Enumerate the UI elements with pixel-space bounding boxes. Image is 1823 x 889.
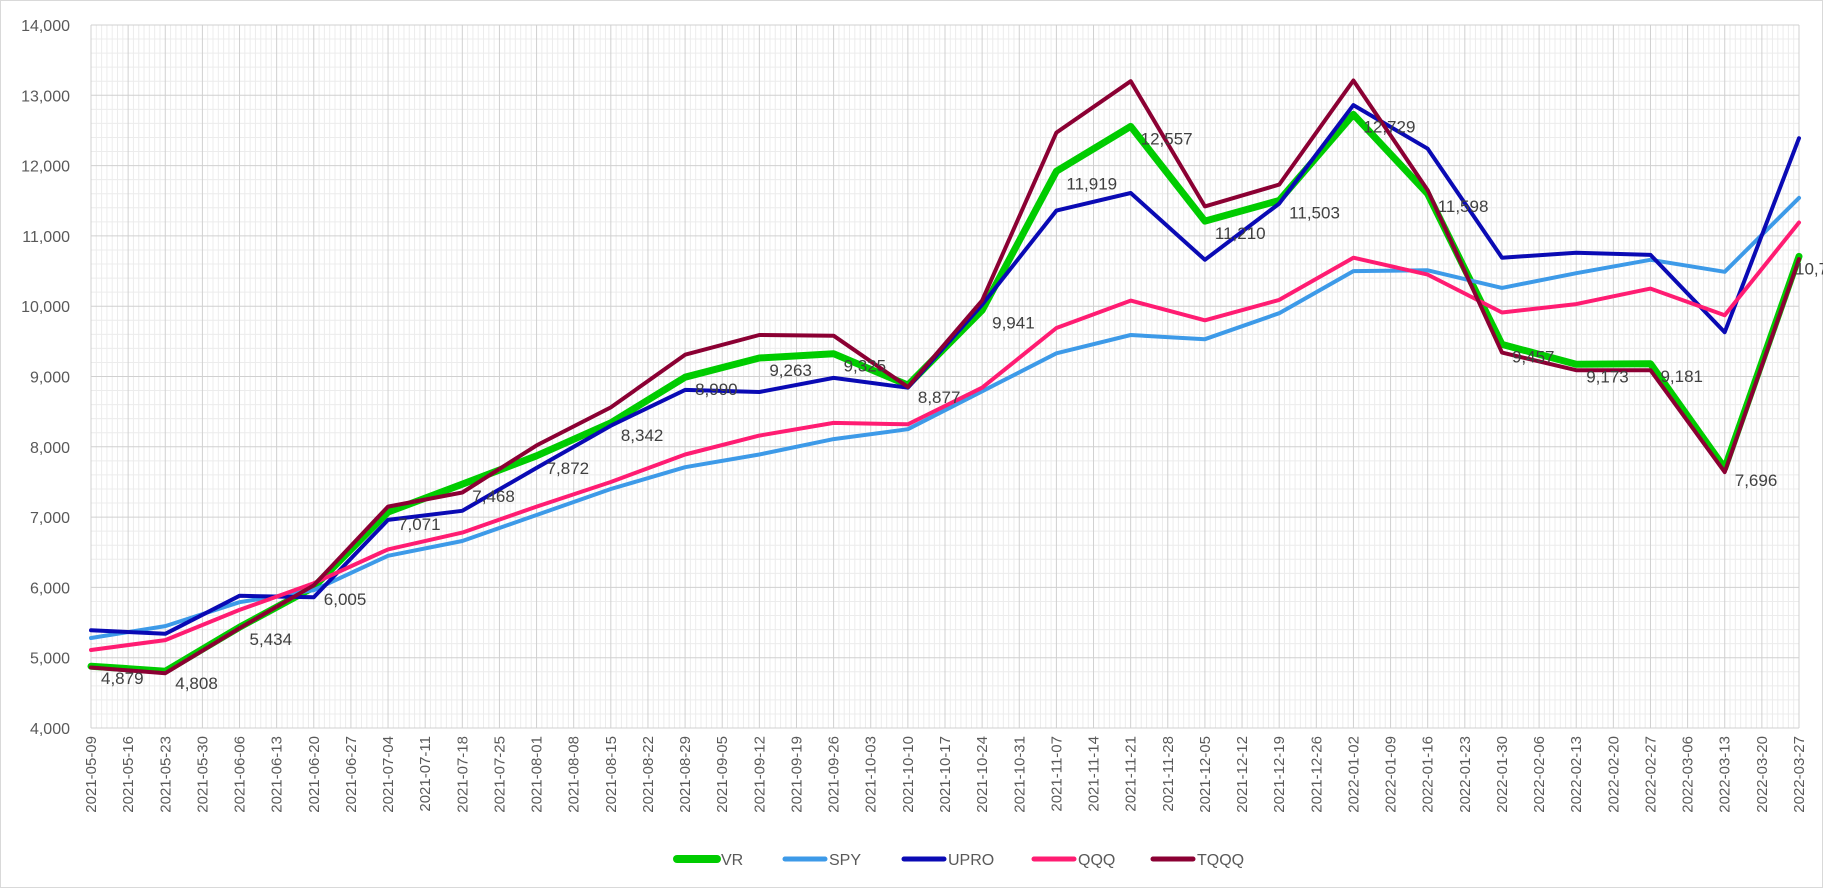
data-labels: 4,879 4,808 5,434 6,005 7,071 7,468 7,872 8,342… (101, 117, 1823, 693)
y-tick-label: 8,000 (30, 440, 70, 457)
x-tick-label: 2021-08-29 (677, 736, 694, 813)
x-tick-label: 2021-10-10 (900, 736, 917, 813)
data-label: 11,210 (1215, 224, 1266, 243)
x-tick-label: 2021-05-30 (194, 736, 211, 813)
x-tick-label: 2021-10-17 (937, 736, 954, 813)
y-tick-label: 13,000 (21, 88, 70, 105)
data-label: 7,872 (547, 459, 590, 478)
data-label: 7,696 (1735, 471, 1778, 490)
x-tick-label: 2021-06-27 (343, 736, 360, 813)
x-tick-label: 2022-02-13 (1568, 736, 1585, 813)
data-label: 9,263 (769, 361, 812, 380)
legend-label-upro: UPRO (948, 852, 994, 869)
x-tick-label: 2021-12-05 (1197, 736, 1214, 813)
x-tick-label: 2022-03-20 (1754, 736, 1771, 813)
y-tick-label: 10,000 (21, 299, 70, 316)
y-tick-label: 14,000 (21, 18, 70, 35)
x-tick-label: 2022-01-16 (1420, 736, 1437, 813)
x-tick-label: 2021-06-20 (306, 736, 323, 813)
x-tick-label: 2022-03-06 (1680, 736, 1697, 813)
data-label: 9,941 (992, 313, 1035, 332)
x-tick-label: 2022-02-06 (1531, 736, 1548, 813)
x-tick-label: 2021-08-15 (603, 736, 620, 813)
data-label: 6,005 (324, 590, 367, 609)
data-label: 4,879 (101, 669, 144, 688)
x-tick-label: 2021-09-19 (788, 736, 805, 813)
data-label: 9,181 (1660, 367, 1703, 386)
y-tick-label: 12,000 (21, 159, 70, 176)
legend-label-tqqq: TQQQ (1197, 852, 1244, 869)
data-label: 12,729 (1363, 117, 1415, 136)
x-tick-label: 2021-09-26 (826, 736, 843, 813)
x-tick-label: 2021-05-16 (120, 736, 137, 813)
x-tick-label: 2022-01-09 (1383, 736, 1400, 813)
x-tick-label: 2021-07-11 (417, 736, 434, 812)
x-tick-label: 2021-07-18 (454, 736, 471, 813)
x-tick-label: 2021-09-12 (751, 736, 768, 813)
x-tick-label: 2021-05-23 (157, 736, 174, 813)
x-tick-label: 2022-03-13 (1717, 736, 1734, 813)
x-tick-label: 2021-11-21 (1123, 736, 1140, 812)
legend-label-spy: SPY (829, 852, 861, 869)
series-line-qqq (89, 220, 1801, 652)
data-label: 11,919 (1066, 174, 1117, 193)
data-label: 4,808 (175, 674, 218, 693)
data-label: 11,503 (1289, 204, 1340, 223)
major-gridlines (90, 24, 1800, 729)
data-label: 9,173 (1586, 367, 1629, 386)
x-tick-label: 2022-03-27 (1791, 736, 1808, 813)
x-tick-label: 2021-10-24 (974, 736, 991, 813)
series-line-tqqq (89, 78, 1801, 676)
x-tick-label: 2022-01-02 (1345, 736, 1362, 813)
legend: VR SPY UPRO QQQ TQQQ (673, 852, 1244, 869)
x-tick-label: 2022-01-30 (1494, 736, 1511, 813)
x-tick-label: 2021-06-06 (232, 736, 249, 813)
x-tick-label: 2021-12-26 (1308, 736, 1325, 813)
data-label: 8,342 (621, 426, 664, 445)
y-tick-label: 7,000 (30, 510, 70, 527)
legend-label-qqq: QQQ (1078, 852, 1115, 869)
data-label: 11,598 (1438, 197, 1489, 216)
x-tick-label: 2022-01-23 (1457, 736, 1474, 813)
data-label: 7,468 (472, 487, 515, 506)
data-label: 5,434 (250, 630, 293, 649)
series-lines (87, 78, 1803, 676)
y-tick-label: 9,000 (30, 370, 70, 387)
x-tick-label: 2021-11-28 (1160, 736, 1177, 812)
data-label: 9,325 (844, 357, 887, 376)
data-label: 8,877 (918, 388, 961, 407)
data-label: 10,709 (1795, 259, 1823, 278)
y-tick-label: 11,000 (22, 229, 70, 246)
x-tick-label: 2021-10-03 (863, 736, 880, 813)
x-tick-label: 2021-06-13 (269, 736, 286, 813)
x-tick-label: 2021-12-19 (1271, 736, 1288, 813)
legend-label-vr: VR (721, 852, 743, 869)
data-label: 7,071 (398, 515, 441, 534)
x-tick-label: 2021-11-07 (1048, 736, 1065, 812)
data-label: 8,990 (695, 380, 738, 399)
series-line-spy (89, 195, 1801, 640)
y-tick-label: 5,000 (30, 651, 70, 668)
x-tick-label: 2022-02-27 (1642, 736, 1659, 813)
x-tick-label: 2021-08-01 (529, 736, 546, 813)
data-label: 12,557 (1141, 129, 1193, 148)
data-label: 9,457 (1512, 347, 1555, 366)
x-axis: 2021-05-09 2021-05-16 2021-05-23 2021-05-30… (83, 736, 1808, 813)
x-tick-label: 2022-02-20 (1605, 736, 1622, 813)
y-tick-label: 4,000 (30, 721, 70, 738)
y-tick-label: 6,000 (30, 580, 70, 597)
y-axis: 4,000 5,000 6,000 7,000 8,000 9,000 10,000 11,0… (21, 18, 70, 738)
x-tick-label: 2021-07-25 (491, 736, 508, 813)
x-tick-label: 2021-11-14 (1086, 736, 1103, 812)
x-tick-label: 2021-08-22 (640, 736, 657, 813)
x-tick-label: 2021-09-05 (714, 736, 731, 813)
x-tick-label: 2021-10-31 (1011, 736, 1028, 813)
x-tick-label: 2021-05-09 (83, 736, 100, 813)
x-tick-label: 2021-12-12 (1234, 736, 1251, 813)
x-tick-label: 2021-07-04 (380, 736, 397, 813)
x-tick-label: 2021-08-08 (566, 736, 583, 813)
